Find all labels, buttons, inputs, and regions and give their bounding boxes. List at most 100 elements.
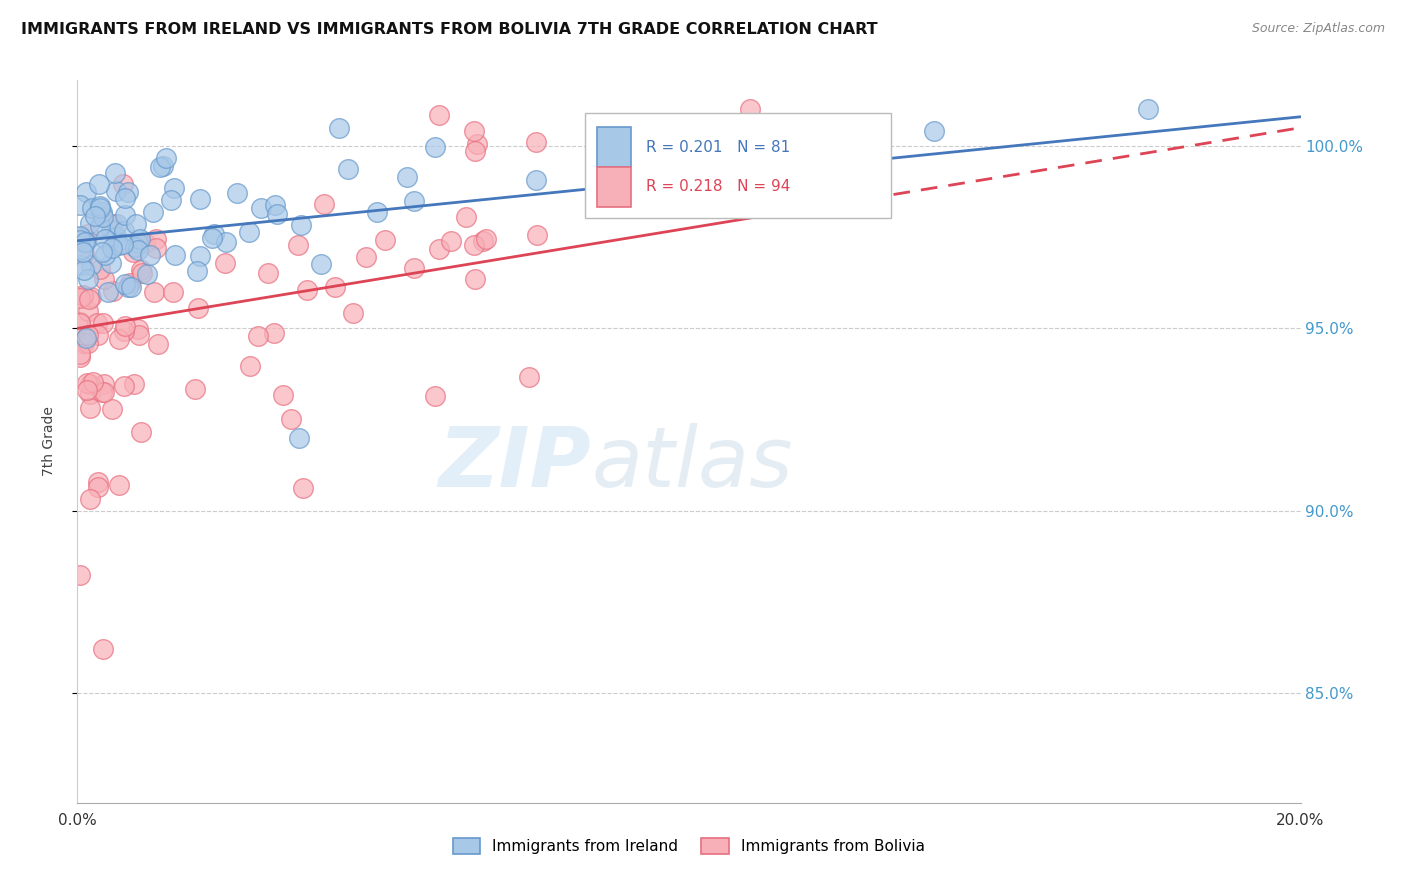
- Point: [271, 388, 294, 402]
- Point: [93, 272, 115, 286]
- Point: [76, 376, 98, 390]
- Point: [463, 238, 485, 252]
- Point: [114, 191, 136, 205]
- Point: [427, 242, 450, 256]
- Point: [75, 185, 97, 199]
- Point: [89, 262, 111, 277]
- Point: [87, 328, 110, 343]
- Point: [77, 272, 100, 286]
- Point: [91, 205, 114, 219]
- Point: [238, 225, 260, 239]
- Point: [72, 288, 94, 302]
- Point: [69, 347, 91, 361]
- Point: [100, 223, 122, 237]
- Point: [395, 169, 418, 184]
- Point: [77, 304, 100, 318]
- Point: [89, 219, 111, 233]
- Point: [108, 332, 131, 346]
- Point: [226, 186, 249, 201]
- Point: [163, 248, 186, 262]
- Point: [114, 208, 136, 222]
- Point: [73, 247, 96, 261]
- Point: [188, 249, 211, 263]
- Point: [86, 316, 108, 330]
- Point: [125, 217, 148, 231]
- Point: [83, 209, 105, 223]
- Point: [263, 198, 285, 212]
- Point: [740, 103, 762, 117]
- Point: [108, 478, 131, 492]
- Point: [187, 301, 209, 315]
- Point: [280, 411, 302, 425]
- Point: [77, 336, 100, 351]
- Point: [77, 292, 100, 306]
- Point: [402, 194, 425, 209]
- Point: [134, 235, 156, 250]
- Point: [129, 425, 152, 439]
- Point: [129, 231, 152, 245]
- Point: [86, 480, 108, 494]
- Point: [112, 224, 135, 238]
- Point: [922, 124, 945, 138]
- Point: [73, 235, 96, 249]
- Point: [465, 137, 488, 152]
- Point: [69, 233, 91, 247]
- Point: [131, 266, 153, 280]
- Point: [366, 205, 388, 219]
- Point: [617, 145, 640, 160]
- Point: [114, 318, 136, 333]
- Point: [202, 227, 225, 242]
- Point: [354, 250, 377, 264]
- Point: [454, 211, 477, 225]
- Point: [69, 230, 91, 244]
- Point: [586, 186, 609, 201]
- Point: [250, 202, 273, 216]
- Point: [155, 151, 177, 165]
- Point: [77, 328, 100, 343]
- Point: [402, 260, 425, 275]
- Point: [517, 369, 540, 384]
- Point: [201, 230, 224, 244]
- Point: [162, 285, 184, 299]
- Point: [129, 263, 152, 277]
- Point: [94, 247, 117, 261]
- Point: [79, 492, 101, 507]
- Point: [127, 322, 149, 336]
- Point: [101, 241, 124, 255]
- Point: [105, 184, 128, 198]
- Point: [120, 280, 142, 294]
- Point: [72, 289, 94, 303]
- Point: [146, 337, 169, 351]
- Point: [77, 227, 100, 241]
- Point: [69, 198, 91, 212]
- Text: ZIP: ZIP: [439, 423, 591, 504]
- Point: [246, 329, 269, 343]
- Point: [183, 382, 205, 396]
- Point: [142, 285, 165, 299]
- Point: [101, 284, 124, 298]
- Point: [79, 401, 101, 415]
- Point: [122, 376, 145, 391]
- Point: [73, 336, 96, 351]
- FancyBboxPatch shape: [585, 112, 891, 218]
- Point: [79, 376, 101, 391]
- Point: [80, 202, 103, 216]
- Point: [287, 238, 309, 252]
- Point: [89, 199, 111, 213]
- Point: [290, 218, 312, 232]
- Point: [145, 242, 167, 256]
- Point: [709, 133, 731, 147]
- Point: [464, 144, 486, 158]
- Point: [464, 271, 486, 285]
- Text: R = 0.201   N = 81: R = 0.201 N = 81: [647, 140, 790, 154]
- Point: [112, 324, 135, 338]
- Point: [160, 193, 183, 207]
- Point: [87, 177, 110, 191]
- Point: [214, 256, 236, 270]
- Point: [69, 315, 91, 329]
- Point: [101, 401, 124, 416]
- Point: [266, 206, 288, 220]
- Point: [297, 284, 319, 298]
- Point: [70, 258, 93, 272]
- Point: [114, 277, 136, 291]
